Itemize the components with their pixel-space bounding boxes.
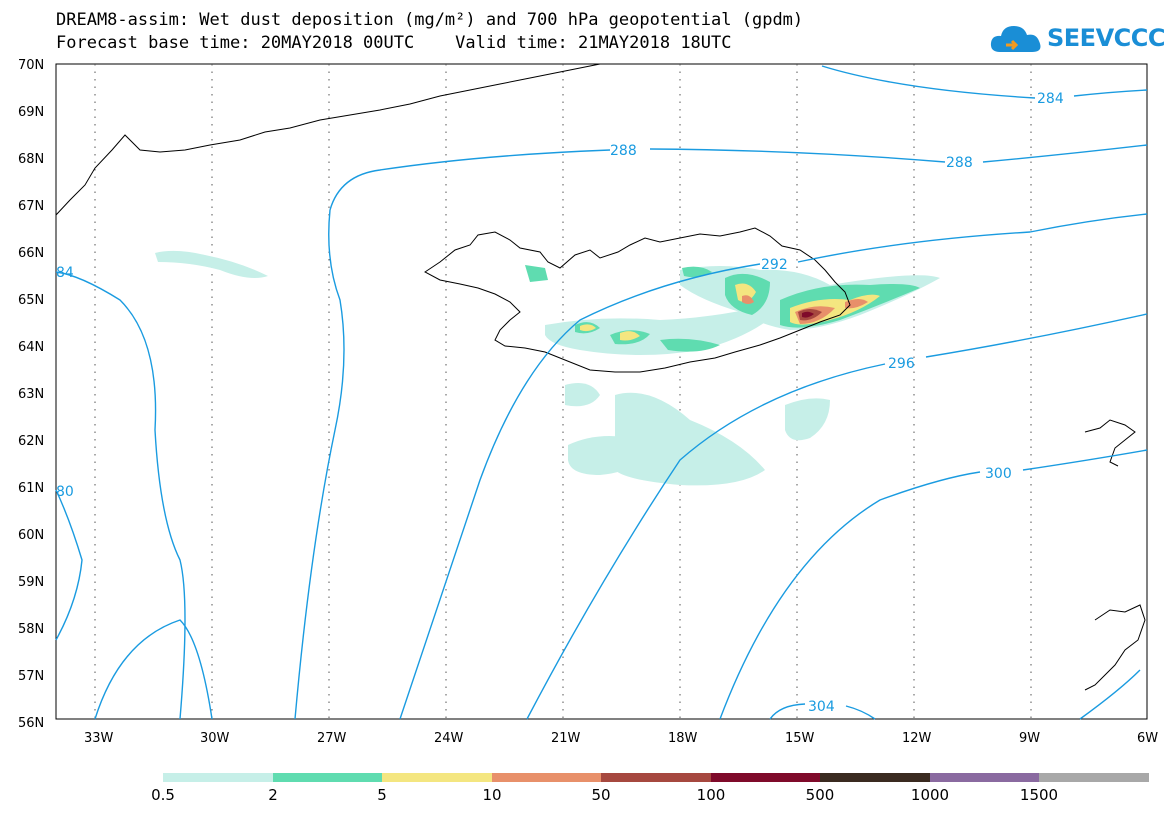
contour-far-west	[94, 619, 213, 720]
color-legend	[163, 773, 1149, 782]
legend-swatch	[163, 773, 273, 782]
contour-label: 80	[56, 484, 74, 500]
legend-label: 5	[377, 786, 387, 804]
cloud-icon	[990, 26, 1041, 52]
legend-label: 10	[482, 786, 502, 804]
contour-label: 304	[808, 699, 835, 715]
legend-label: 2	[268, 786, 278, 804]
contour-label: 292	[761, 257, 788, 273]
logo-text: SEEVCCC	[1047, 24, 1166, 52]
legend-swatch	[272, 773, 382, 782]
legend-label: 50	[591, 786, 611, 804]
chart-subtitle: Forecast base time: 20MAY2018 00UTC Vali…	[56, 33, 732, 53]
legend-label: 0.5	[151, 786, 175, 804]
lon-tick-label: 12W	[902, 731, 932, 746]
lon-axis: 33W 30W 27W 24W 21W 18W 15W 12W 9W 6W	[84, 731, 1158, 746]
lat-axis: 70N 69N 68N 67N 66N 65N 64N 63N 62N 61N …	[18, 58, 44, 731]
coastlines	[55, 63, 1146, 691]
lon-tick-label: 21W	[551, 731, 581, 746]
contour-280	[55, 489, 83, 641]
lat-tick-label: 59N	[18, 575, 44, 590]
lon-tick-label: 18W	[668, 731, 698, 746]
legend-swatch	[1039, 773, 1149, 782]
faroe-coastline	[1084, 419, 1136, 467]
legend-label: 1500	[1019, 786, 1059, 804]
lon-tick-label: 24W	[434, 731, 464, 746]
contour-296	[526, 313, 1148, 720]
scotland-coastline	[1084, 604, 1146, 691]
contour-label: 296	[888, 356, 915, 372]
legend-label: 1000	[910, 786, 950, 804]
iceland-coastline	[424, 227, 851, 373]
chart-title: DREAM8-assim: Wet dust deposition (mg/m²…	[56, 10, 804, 30]
greenland-coastline	[55, 63, 601, 216]
contour-288	[329, 144, 1148, 211]
lat-tick-label: 65N	[18, 293, 44, 308]
contour-label: 288	[610, 143, 637, 159]
contour-labels: 284 288 288 292 296 300 304 84 80	[56, 91, 1064, 715]
legend-swatch	[382, 773, 492, 782]
legend-swatch	[601, 773, 711, 782]
lat-tick-label: 68N	[18, 152, 44, 167]
lat-tick-label: 62N	[18, 434, 44, 449]
lat-tick-label: 69N	[18, 105, 44, 120]
lon-tick-label: 6W	[1137, 731, 1158, 746]
lat-tick-label: 64N	[18, 340, 44, 355]
contour-284-east	[821, 65, 1148, 99]
legend-swatch	[820, 773, 930, 782]
lat-tick-label: 67N	[18, 199, 44, 214]
lon-tick-label: 27W	[317, 731, 347, 746]
lat-tick-label: 70N	[18, 58, 44, 73]
contour-284-west	[55, 271, 186, 720]
legend-swatch	[491, 773, 601, 782]
legend-label: 500	[805, 786, 835, 804]
lon-tick-label: 9W	[1019, 731, 1040, 746]
contour-label: 300	[985, 466, 1012, 482]
contour-300	[719, 449, 1148, 720]
lat-tick-label: 63N	[18, 387, 44, 402]
legend-swatch	[929, 773, 1039, 782]
geopotential-contours	[55, 65, 1148, 720]
legend-swatch	[710, 773, 820, 782]
contour-se-corner	[1079, 669, 1141, 720]
lat-tick-label: 58N	[18, 622, 44, 637]
lon-tick-label: 30W	[200, 731, 230, 746]
contour-304	[769, 703, 876, 720]
contour-label: 284	[1037, 91, 1064, 107]
lat-tick-label: 60N	[18, 528, 44, 543]
plot-frame	[55, 63, 1148, 720]
lon-tick-label: 33W	[84, 731, 114, 746]
lat-tick-label: 56N	[18, 716, 44, 731]
contour-288-west	[294, 209, 345, 720]
lon-tick-label: 15W	[785, 731, 815, 746]
seevccc-logo: SEEVCCC	[988, 18, 1166, 58]
lat-tick-label: 61N	[18, 481, 44, 496]
lat-tick-label: 57N	[18, 669, 44, 684]
legend-label: 100	[696, 786, 726, 804]
contour-label: 84	[56, 265, 74, 281]
dust-deposition-shading	[155, 250, 940, 486]
contour-label: 288	[946, 155, 973, 171]
contour-292	[399, 213, 1148, 720]
lat-tick-label: 66N	[18, 246, 44, 261]
